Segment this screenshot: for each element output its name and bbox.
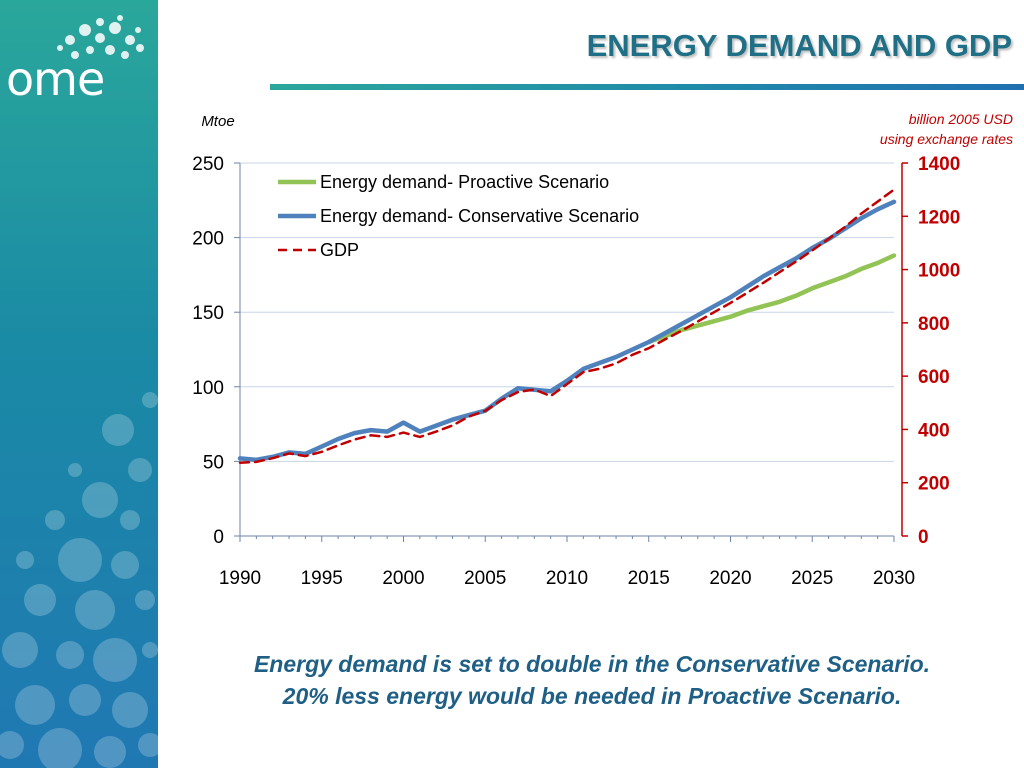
left-tick-label: 150 xyxy=(192,303,224,324)
bubble-shape xyxy=(135,590,155,610)
legend-label: GDP xyxy=(320,240,359,260)
bubble-shape xyxy=(75,590,115,630)
bubble-shape xyxy=(2,632,38,668)
logo-dot xyxy=(96,18,104,26)
bubble-shape xyxy=(111,551,139,579)
logo-dot xyxy=(95,33,105,43)
bubble-shape xyxy=(58,538,102,582)
bubble-shape xyxy=(45,510,65,530)
bubble-shape xyxy=(0,731,24,759)
left-tick-label: 200 xyxy=(192,229,224,250)
bubble-shape xyxy=(102,414,134,446)
series-line-gdp xyxy=(238,188,896,464)
logo-dot xyxy=(57,45,63,51)
legend-label: Energy demand- Conservative Scenario xyxy=(320,206,639,226)
title-underline xyxy=(270,84,1024,90)
right-tick-label: 400 xyxy=(918,420,950,441)
logo-dot xyxy=(121,51,129,59)
right-tick-label: 1000 xyxy=(918,261,960,282)
bubble-shape xyxy=(93,638,137,682)
left-tick-label: 50 xyxy=(203,452,224,473)
right-tick-label: 200 xyxy=(918,474,950,495)
right-axis-label-line2: using exchange rates xyxy=(880,131,1013,147)
right-tick-label: 600 xyxy=(918,367,950,388)
bubble-shape xyxy=(38,728,82,768)
bubble-shape xyxy=(68,463,82,477)
bubble-shape xyxy=(112,692,148,728)
chart: 0 50 100 150 200 250 0 200 400 600 800 1000 1200 1400… xyxy=(192,111,1013,589)
series-line-proactive xyxy=(646,253,897,345)
series-line-conservative xyxy=(237,199,897,463)
x-tick-label: 2030 xyxy=(873,568,915,589)
bubble-shape xyxy=(138,733,158,757)
legend-label: Energy demand- Proactive Scenario xyxy=(320,172,609,192)
x-tick-label: 2000 xyxy=(382,568,424,589)
bubble-shape xyxy=(82,482,118,518)
right-tick-label: 0 xyxy=(918,527,929,548)
x-tick-label: 2015 xyxy=(628,568,670,589)
logo-dot xyxy=(109,22,121,34)
right-tick-label: 1400 xyxy=(918,154,960,175)
logo-dot xyxy=(86,46,94,54)
caption: Energy demand is set to double in the Co… xyxy=(160,648,1024,712)
logo-dot xyxy=(71,51,79,59)
x-tick-label: 2010 xyxy=(546,568,588,589)
left-tick-label: 0 xyxy=(213,527,224,548)
logo-dot xyxy=(79,24,91,36)
right-tick-label: 1200 xyxy=(918,207,960,228)
bubble-shape xyxy=(16,551,34,569)
caption-line-1: Energy demand is set to double in the Co… xyxy=(253,651,931,677)
bubble-pattern xyxy=(0,15,158,768)
bubble-shape xyxy=(128,458,152,482)
bubble-shape xyxy=(24,584,56,616)
logo-dot xyxy=(105,45,115,55)
left-tick-label: 250 xyxy=(192,154,224,175)
bubble-shape xyxy=(142,642,158,658)
bubble-shape xyxy=(56,641,84,669)
x-tick-label: 2020 xyxy=(709,568,751,589)
left-tick-label: 100 xyxy=(192,378,224,399)
logo: ome xyxy=(6,52,105,106)
bubble-shape xyxy=(15,685,55,725)
logo-dot xyxy=(136,44,144,52)
sidebar-decoration: ome xyxy=(0,0,158,768)
x-tick-label: 2025 xyxy=(791,568,833,589)
bubble-shape xyxy=(69,684,101,716)
right-axis-label-line1: billion 2005 USD xyxy=(909,111,1013,127)
logo-dot xyxy=(125,35,135,45)
bubble-shape xyxy=(142,392,158,408)
x-tick-label: 2005 xyxy=(464,568,506,589)
logo-dot xyxy=(135,27,141,33)
left-axis-label: Mtoe xyxy=(201,113,234,130)
bubble-shape xyxy=(94,736,126,768)
slide-title: ENERGY DEMAND AND GDP xyxy=(586,28,1012,63)
x-tick-label: 1990 xyxy=(219,568,261,589)
logo-dot xyxy=(117,15,123,21)
right-tick-label: 800 xyxy=(918,314,950,335)
logo-dot xyxy=(65,35,75,45)
caption-line-2: 20% less energy would be needed in Proac… xyxy=(282,683,902,709)
x-tick-label: 1995 xyxy=(301,568,343,589)
bubble-shape xyxy=(120,510,140,530)
